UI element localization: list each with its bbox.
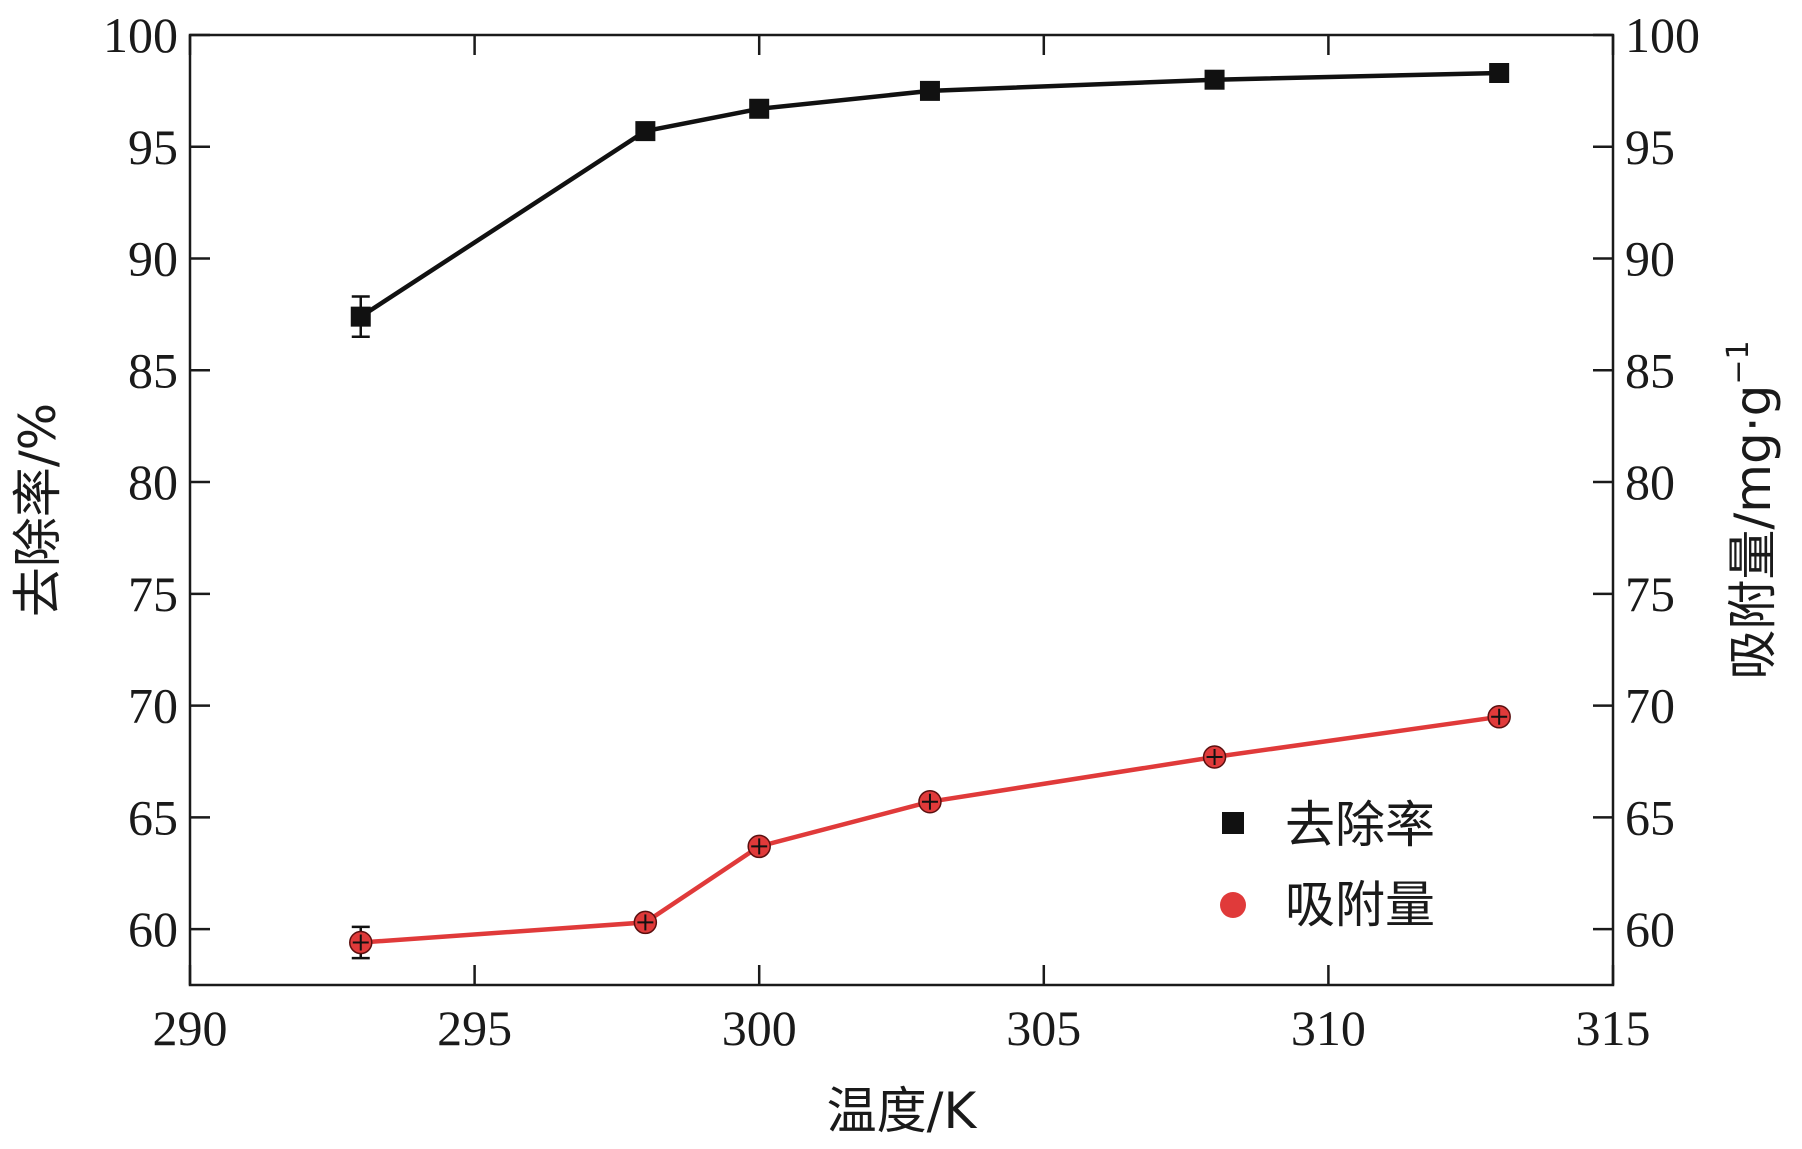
plot-frame-rect [188,33,1615,987]
y-tick-label-right: 85 [1625,342,1675,398]
plot-frame [188,33,1615,987]
data-point-square [350,306,371,327]
data-point-square [1204,69,1225,90]
legend: 去除率 吸附量 [1220,796,1435,934]
axis-ticks [188,33,1615,985]
legend-label-removal-rate: 去除率 [1285,796,1435,854]
data-point-square [635,121,656,142]
series-layer [349,63,1511,960]
y-tick-label-right: 80 [1625,454,1675,510]
y-tick-label-left: 60 [128,901,178,957]
y-axis-title-right: 吸附量/mg·g−1 [1721,340,1782,679]
legend-marker-circle [1220,892,1246,918]
y-axis-title-left: 去除率/% [9,403,67,617]
x-tick-label: 315 [1576,1000,1651,1056]
y-tick-label-right: 100 [1625,7,1700,63]
data-point-square [1489,63,1510,83]
x-tick-label: 295 [437,1000,512,1056]
x-tick-label: 300 [722,1000,797,1056]
y-tick-label-right: 70 [1625,678,1675,734]
y-tick-label-right: 75 [1625,566,1675,622]
x-tick-label: 310 [1291,1000,1366,1056]
y-tick-label-left: 90 [128,231,178,287]
series-adsorption [349,705,1511,960]
series-line [360,714,1500,945]
tick-labels: 290 295 300 305 310 315 60 60 65 65 70 70 75 75 80 80 85… [103,7,1700,1056]
x-axis-title: 温度/K [827,1082,978,1140]
y-tick-label-left: 100 [103,7,178,63]
y-tick-label-left: 65 [128,789,178,845]
x-tick-label: 305 [1006,1000,1081,1056]
y-tick-label-left: 75 [128,566,178,622]
legend-label-adsorption: 吸附量 [1285,876,1435,934]
y-tick-label-left: 80 [128,454,178,510]
x-tick-label: 290 [153,1000,228,1056]
legend-marker-square [1222,812,1244,834]
y-tick-label-right: 90 [1625,231,1675,287]
y-axis-title-right-superscript: −1 [1721,340,1756,384]
y-tick-label-left: 85 [128,342,178,398]
y-tick-label-right: 60 [1625,901,1675,957]
series-line [359,70,1500,319]
y-axis-title-right-main: 吸附量/mg·g [1724,385,1782,680]
y-tick-label-left: 95 [128,119,178,175]
series-removal-rate [350,63,1510,339]
y-tick-label-right: 65 [1625,789,1675,845]
data-point-square [749,98,770,119]
y-tick-label-left: 70 [128,678,178,734]
y-tick-label-right: 95 [1625,119,1675,175]
data-point-square [919,80,940,101]
